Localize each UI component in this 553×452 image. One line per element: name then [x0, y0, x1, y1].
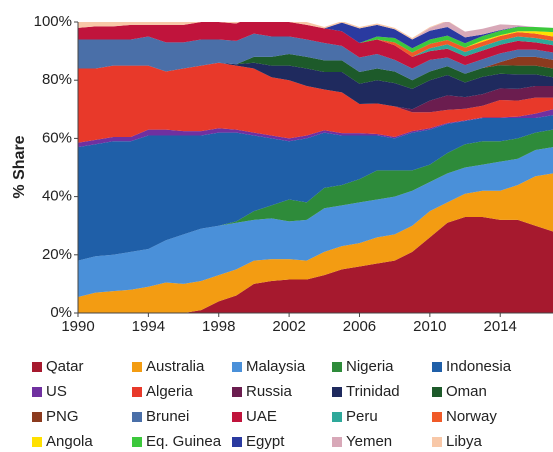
area — [78, 62, 553, 143]
legend-label: Peru — [346, 408, 378, 425]
legend-label: Malaysia — [246, 358, 306, 375]
legend-label: Trinidad — [346, 383, 400, 400]
legend-label: Nigeria — [346, 358, 394, 375]
legend-swatch — [32, 362, 42, 372]
x-tick-label: 1990 — [61, 318, 94, 335]
legend-swatch — [32, 412, 42, 422]
x-tick-label: 1998 — [202, 318, 235, 335]
x-tick-label: 2002 — [272, 318, 305, 335]
legend-swatch — [432, 362, 442, 372]
area — [78, 216, 553, 313]
legend-label: Qatar — [46, 358, 84, 375]
legend-swatch — [132, 437, 142, 447]
legend-label: Norway — [446, 408, 497, 425]
legend-label: Eq. Guinea — [146, 433, 222, 450]
legend-label: Australia — [146, 358, 205, 375]
area — [78, 22, 553, 49]
legend-label: Oman — [446, 383, 487, 400]
legend-swatch — [332, 362, 342, 372]
legend-label: Egypt — [246, 433, 285, 450]
y-tick-label: 100% — [34, 13, 72, 30]
legend-label: Yemen — [346, 433, 392, 450]
legend-swatch — [32, 437, 42, 447]
area — [78, 33, 553, 81]
legend-label: Indonesia — [446, 358, 512, 375]
legend-swatch — [232, 362, 242, 372]
area — [78, 22, 553, 69]
plot-area — [78, 22, 553, 313]
x-tick-label: 1994 — [132, 318, 165, 335]
y-tick-label: 80% — [42, 71, 72, 88]
legend-label: US — [46, 383, 67, 400]
x-tick-label: 2006 — [343, 318, 376, 335]
area — [78, 22, 553, 57]
x-tick-label: 2014 — [484, 318, 517, 335]
area — [78, 22, 553, 40]
x-tick-label: 2010 — [413, 318, 446, 335]
area — [78, 62, 553, 110]
legend-label: Russia — [246, 383, 293, 400]
area — [78, 62, 553, 113]
legend-label: Libya — [446, 433, 483, 450]
area — [78, 173, 553, 313]
y-tick-label: 40% — [42, 188, 72, 205]
legend-swatch — [432, 412, 442, 422]
area — [78, 129, 553, 261]
legend-swatch — [332, 387, 342, 397]
legend-swatch — [432, 437, 442, 447]
legend-label: UAE — [246, 408, 277, 425]
legend-swatch — [332, 437, 342, 447]
legend-label: Angola — [46, 433, 93, 450]
legend-swatch — [432, 387, 442, 397]
legend-swatch — [32, 387, 42, 397]
legend-swatch — [232, 437, 242, 447]
legend-swatch — [132, 387, 142, 397]
legend-swatch — [232, 387, 242, 397]
legend-swatch — [132, 412, 142, 422]
legend-label: PNG — [46, 408, 79, 425]
y-axis-title: % Share — [11, 135, 28, 198]
legend-swatch — [332, 412, 342, 422]
y-tick-label: 60% — [42, 129, 72, 146]
legend-label: Algeria — [146, 383, 193, 400]
area — [78, 22, 553, 40]
legend-swatch — [132, 362, 142, 372]
y-tick-label: 20% — [42, 246, 72, 263]
legend-label: Brunei — [146, 408, 189, 425]
area — [78, 147, 553, 297]
y-tick-label: 0% — [50, 304, 72, 321]
area — [78, 54, 553, 89]
area — [78, 115, 553, 261]
legend-swatch — [232, 412, 242, 422]
